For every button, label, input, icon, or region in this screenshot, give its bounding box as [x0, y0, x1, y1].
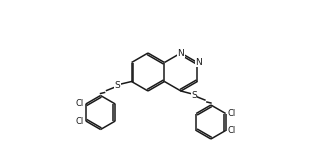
Text: N: N — [178, 48, 184, 57]
Text: Cl: Cl — [228, 109, 236, 118]
Text: S: S — [191, 91, 197, 100]
Text: N: N — [195, 58, 202, 67]
Text: Cl: Cl — [75, 116, 84, 125]
Text: Cl: Cl — [228, 126, 236, 135]
Text: S: S — [115, 81, 120, 90]
Text: Cl: Cl — [75, 100, 84, 108]
